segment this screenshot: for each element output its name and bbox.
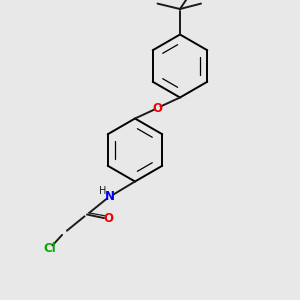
Text: N: N — [104, 190, 115, 203]
Text: H: H — [99, 186, 106, 196]
Text: O: O — [103, 212, 113, 226]
Text: Cl: Cl — [43, 242, 56, 256]
Text: O: O — [152, 101, 163, 115]
